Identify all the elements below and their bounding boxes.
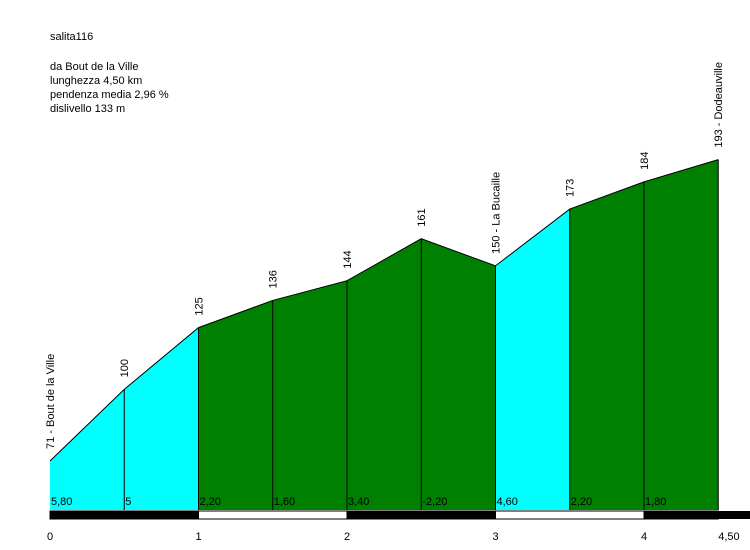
segment-gradient-label: 5 — [125, 496, 131, 508]
climb-length: lunghezza 4,50 km — [50, 75, 143, 87]
climb-name: salita116 — [50, 31, 94, 43]
x-tick-label: 2 — [344, 531, 350, 543]
segment-gradient-label: 5,80 — [51, 496, 72, 508]
km-bar-section — [346, 510, 496, 520]
start-location: da Bout de la Ville — [50, 61, 139, 73]
km-bar-section — [198, 510, 348, 520]
average-gradient: pendenza media 2,96 % — [50, 89, 169, 101]
segment-area — [347, 238, 422, 510]
segment-area — [272, 280, 347, 510]
x-tick-label: 3 — [492, 531, 498, 543]
segment-gradient-label: -2,20 — [422, 496, 447, 508]
segment-area — [495, 209, 570, 510]
segment-gradient-label: 2,20 — [200, 496, 221, 508]
segment-gradient-label: 4,60 — [497, 496, 518, 508]
segment-gradient-label: 2,20 — [571, 496, 592, 508]
elevation-label: 173 — [565, 179, 577, 197]
elevation-label: 150 - La Bucaille — [491, 172, 503, 254]
elevation-label: 100 — [119, 359, 131, 377]
x-tick-label: 4,50 — [718, 531, 739, 543]
segment-area — [569, 181, 644, 510]
km-bar-section — [49, 510, 199, 520]
elevation-label: 136 — [268, 270, 280, 288]
elevation-label: 71 - Bout de la Ville — [45, 354, 57, 449]
segment-area — [644, 159, 719, 510]
elevation-label: 184 — [639, 152, 651, 170]
elevation-gain: dislivello 133 m — [50, 103, 126, 115]
km-bar-section — [643, 510, 719, 520]
x-tick-label: 0 — [47, 531, 53, 543]
segment-area — [198, 300, 273, 510]
km-bar-tail — [718, 511, 750, 519]
segment-gradient-label: 1,60 — [274, 496, 295, 508]
elevation-label: 193 - Dodeauville — [713, 62, 725, 148]
segment-gradient-label: 3,40 — [348, 496, 369, 508]
segment-area — [50, 389, 125, 510]
x-tick-label: 4 — [641, 531, 647, 543]
segment-gradient-label: 1,80 — [645, 496, 666, 508]
elevation-label: 125 — [194, 297, 206, 315]
elevation-label: 144 — [342, 250, 354, 268]
profile-line — [49, 159, 719, 462]
elevation-label: 161 — [416, 208, 428, 226]
segment-area — [421, 238, 496, 510]
km-bar-section — [495, 510, 645, 520]
segment-area — [124, 327, 199, 510]
x-tick-label: 1 — [195, 531, 201, 543]
